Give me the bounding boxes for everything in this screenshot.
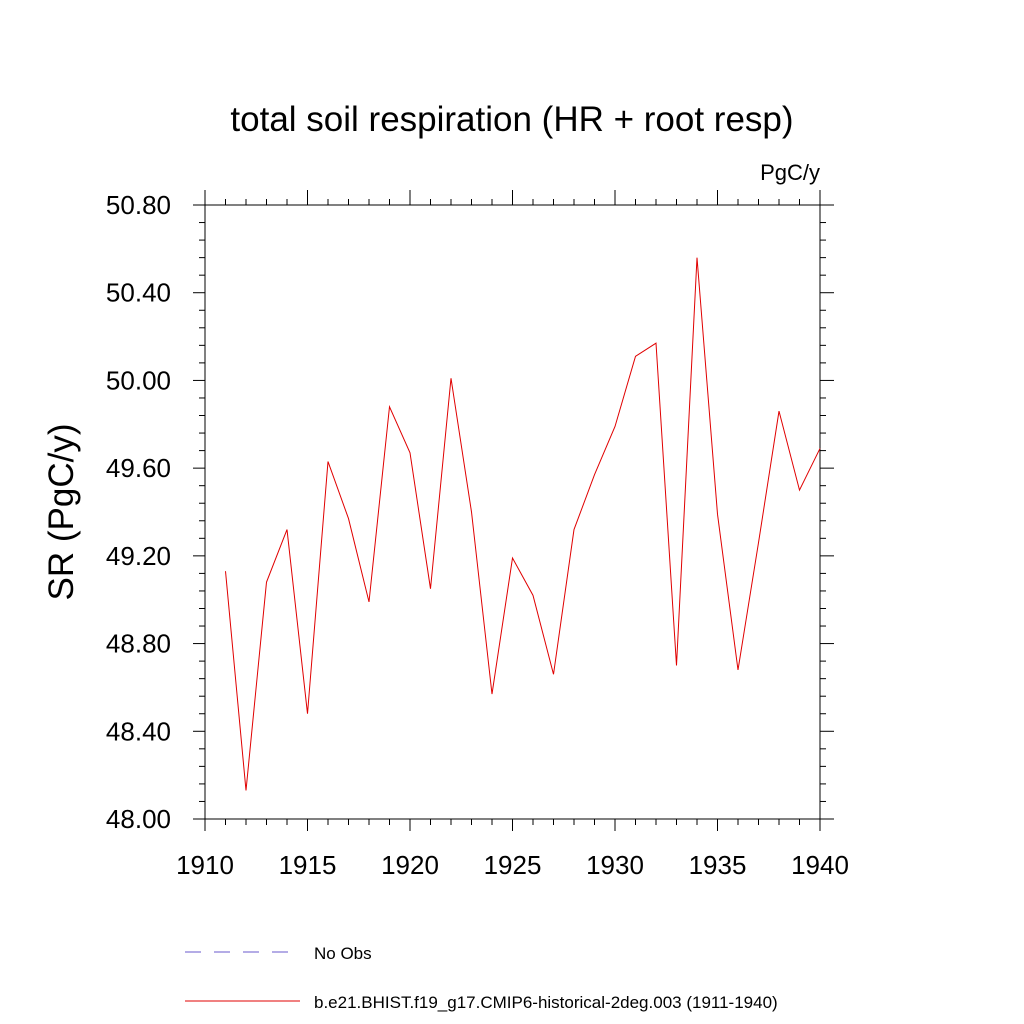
x-tick-label: 1940 bbox=[791, 850, 849, 880]
y-tick-label: 48.80 bbox=[106, 629, 171, 659]
x-tick-label: 1915 bbox=[279, 850, 337, 880]
data-point bbox=[471, 512, 472, 513]
legend: No Obs b.e21.BHIST.f19_g17.CMIP6-historic… bbox=[185, 944, 778, 1012]
x-axis-ticks bbox=[204, 190, 821, 831]
x-tick-label: 1910 bbox=[176, 850, 234, 880]
units-label: PgC/y bbox=[760, 160, 820, 185]
data-point bbox=[779, 411, 780, 412]
y-axis-label: SR (PgC/y) bbox=[42, 424, 81, 601]
data-point bbox=[328, 461, 329, 462]
y-tick-label: 50.80 bbox=[106, 190, 171, 220]
data-point bbox=[246, 790, 247, 791]
x-tick-label: 1935 bbox=[689, 850, 747, 880]
plot-frame bbox=[204, 204, 821, 820]
y-tick-label: 48.00 bbox=[106, 804, 171, 834]
data-point bbox=[758, 542, 759, 543]
data-point bbox=[594, 474, 595, 475]
y-tick-label: 48.40 bbox=[106, 716, 171, 746]
chart-title: total soil respiration (HR + root resp) bbox=[230, 100, 793, 139]
data-point bbox=[430, 588, 431, 589]
y-axis-ticks bbox=[193, 204, 834, 820]
data-point bbox=[717, 514, 718, 515]
x-tick-label: 1930 bbox=[586, 850, 644, 880]
x-tick-label: 1920 bbox=[381, 850, 439, 880]
series-line bbox=[225, 257, 821, 791]
data-point bbox=[676, 665, 677, 666]
data-point bbox=[348, 518, 349, 519]
y-tick-label: 49.20 bbox=[106, 541, 171, 571]
data-point bbox=[307, 713, 308, 714]
data-point bbox=[799, 490, 800, 491]
data-point bbox=[697, 257, 698, 258]
legend-label: b.e21.BHIST.f19_g17.CMIP6-historical-2de… bbox=[314, 993, 778, 1012]
data-point bbox=[615, 426, 616, 427]
series-group bbox=[225, 257, 821, 791]
data-point bbox=[287, 529, 288, 530]
x-axis-tick-labels: 1910 1915 1920 1925 1930 1935 1940 bbox=[176, 850, 849, 880]
data-point bbox=[820, 448, 821, 449]
data-point bbox=[389, 406, 390, 407]
data-point bbox=[369, 601, 370, 602]
data-point bbox=[451, 378, 452, 379]
y-axis-tick-labels: 48.00 48.40 48.80 49.20 49.60 50.00 50.40 50.80 bbox=[106, 190, 171, 834]
x-tick-label: 1925 bbox=[484, 850, 542, 880]
y-tick-label: 50.40 bbox=[106, 278, 171, 308]
data-point bbox=[533, 595, 534, 596]
y-tick-label: 49.60 bbox=[106, 453, 171, 483]
data-point bbox=[574, 529, 575, 530]
data-point bbox=[225, 571, 226, 572]
y-tick-label: 50.00 bbox=[106, 365, 171, 395]
data-point bbox=[656, 343, 657, 344]
data-point bbox=[635, 356, 636, 357]
data-point bbox=[553, 674, 554, 675]
data-point bbox=[738, 669, 739, 670]
data-point bbox=[512, 558, 513, 559]
data-point bbox=[410, 452, 411, 453]
legend-label: No Obs bbox=[314, 944, 372, 963]
data-point bbox=[492, 694, 493, 695]
data-point bbox=[266, 582, 267, 583]
